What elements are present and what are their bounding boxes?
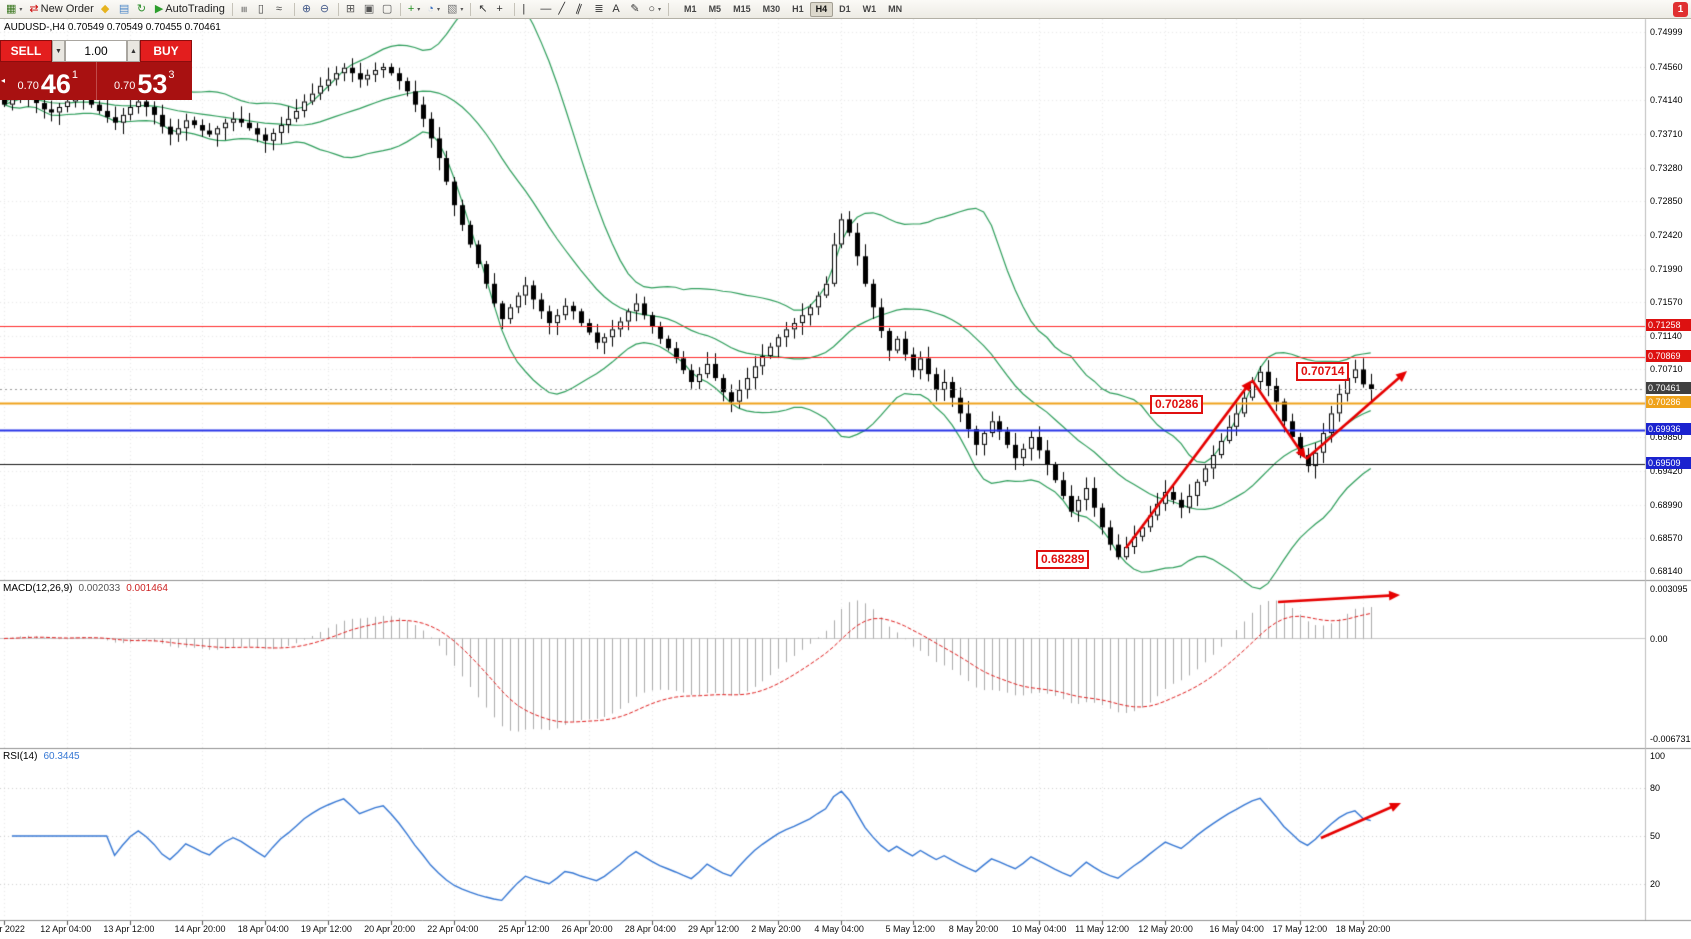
toolbar-separator [231,2,233,16]
one-click-trading-panel: SELL ▼ 1.00 ▲ BUY ◂ 0.70 46 1 0.70 53 3 [0,40,192,100]
toolbar-separator [337,2,339,16]
sell-price[interactable]: 0.70 46 1 [0,62,97,100]
arrow-label-button[interactable]: ✎ [627,1,644,18]
timeframe-w1-button[interactable]: W1 [862,4,877,14]
buy-button[interactable]: BUY [140,40,192,62]
line-chart-icon: ≈ [275,2,282,15]
sell-price-prefix: 0.70 [17,80,39,92]
new-order-button-label: New Order [40,3,94,15]
autotrading-icon: ▶ [154,2,164,15]
cascade-windows-button[interactable]: ▣ [361,1,378,18]
cursor-icon: ↖ [478,2,488,15]
toolbar-badge[interactable]: 1 [1673,1,1688,17]
fibonacci-icon: ≣ [594,2,604,15]
templates-icon: ▧ [446,2,458,15]
timeframe-m5-button[interactable]: M5 [708,4,722,14]
toolbar-separator [470,2,472,16]
zoom-in-icon: ⊕ [301,2,312,15]
vertical-line-button[interactable]: | [519,1,536,18]
volume-input[interactable]: 1.00 [65,40,127,62]
dropdown-caret-icon: ▾ [436,6,440,13]
new-chart-icon: ▦ [6,2,17,15]
main-toolbar: ▦ ▾ ⇄ New Order ◆ ▤ ↻ ▶ AutoTrading ≡ ▯ ≈ ⊕ ⊖ ⊞ ▣ ▢ + ▾ ◔ ▾ ▧… [0,0,1691,19]
arrow-label-icon: ✎ [630,2,640,15]
line-chart-button[interactable]: ≈ [273,1,290,18]
new-order-button[interactable]: ⇄ New Order [26,1,96,18]
timeframe-m15-button[interactable]: M15 [733,4,751,14]
indicators-icon: + [407,2,415,15]
fibonacci-button[interactable]: ≣ [591,1,608,18]
toolbar-separator [399,2,401,16]
periods-button[interactable]: ◔ ▾ [424,1,443,18]
text-icon: A [612,2,620,15]
bar-chart-icon: ≡ [237,5,250,13]
timeframe-d1-button[interactable]: D1 [839,4,851,14]
buy-price-sup: 3 [168,69,175,81]
bar-chart-button[interactable]: ≡ [237,1,254,18]
crosshair-icon: + [496,2,503,15]
timeframe-h4-button[interactable]: H4 [809,1,834,17]
toolbar-separator [668,2,670,16]
shapes-icon: ○ [648,2,656,15]
new-chart-button[interactable]: ▦ ▾ [3,1,25,18]
new-order-icon: ⇄ [29,2,39,15]
indicators-button[interactable]: + ▾ [405,1,423,18]
horizontal-line-button[interactable]: — [537,1,554,18]
cursor-button[interactable]: ↖ [475,1,492,18]
toolbar-separator [293,2,295,16]
timeframe-m30-button[interactable]: M30 [762,4,781,14]
shapes-button[interactable]: ○ ▾ [645,1,664,18]
volume-decrease-button[interactable]: ▼ [52,40,65,62]
data-window-button[interactable]: ▤ [116,1,133,18]
buy-price-prefix: 0.70 [113,80,136,92]
toolbar-separator [514,2,516,16]
volume-increase-button[interactable]: ▲ [127,40,140,62]
templates-button[interactable]: ▧ ▾ [444,1,466,18]
refresh-icon: ↻ [136,2,147,15]
candlestick-chart-button[interactable]: ▯ [255,1,272,18]
horizontal-line-icon: — [540,2,552,15]
dropdown-caret-icon: ▾ [19,6,23,13]
autotrading-button-label: AutoTrading [165,3,225,15]
channel-button[interactable]: ∥ [573,1,590,18]
sell-price-sup: 1 [71,69,79,81]
arrange-windows-icon: ▢ [381,2,393,15]
buy-price-big: 53 [137,69,168,100]
tile-windows-icon: ⊞ [345,2,356,15]
buy-price[interactable]: 0.70 53 3 [97,62,193,100]
zoom-out-button[interactable]: ⊖ [317,1,334,18]
arrange-windows-button[interactable]: ▢ [379,1,396,18]
sell-price-big: 46 [40,69,71,100]
timeframe-group: M1 M5 M15 M30 H1 H4 D1 W1 MN [678,1,908,17]
dropdown-caret-icon: ▾ [460,6,464,13]
trendline-icon: ╱ [558,2,565,15]
cascade-windows-icon: ▣ [363,2,375,15]
periods-icon: ◔ [427,2,434,15]
timeframe-m1-button[interactable]: M1 [684,4,697,14]
autotrading-button[interactable]: ▶ AutoTrading [152,1,228,18]
tile-windows-button[interactable]: ⊞ [343,1,360,18]
channel-icon: ∥ [574,1,584,16]
trendline-button[interactable]: ╱ [555,1,572,18]
timeframe-h1-button[interactable]: H1 [792,4,804,14]
dropdown-caret-icon: ▾ [417,6,421,13]
panel-separator-rsi[interactable] [0,746,1691,750]
text-button[interactable]: A [609,1,626,18]
dropdown-caret-icon: ▾ [658,6,662,13]
refresh-button[interactable]: ↻ [134,1,151,18]
metaeditor-icon: ◆ [100,2,110,15]
panel-separator-macd[interactable] [0,578,1691,582]
candlestick-chart-icon: ▯ [257,2,264,15]
data-window-icon: ▤ [118,2,130,15]
metaeditor-button[interactable]: ◆ [98,1,115,18]
sell-button[interactable]: SELL [0,40,52,62]
vertical-line-icon: | [522,2,526,15]
zoom-out-icon: ⊖ [319,2,330,15]
crosshair-button[interactable]: + [493,1,510,18]
timeframe-mn-button[interactable]: MN [888,4,903,14]
one-click-collapse-caret-icon[interactable]: ◂ [1,76,6,85]
zoom-in-button[interactable]: ⊕ [299,1,316,18]
